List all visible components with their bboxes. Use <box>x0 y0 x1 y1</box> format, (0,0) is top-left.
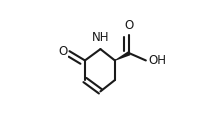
Text: OH: OH <box>148 54 166 67</box>
Text: O: O <box>125 18 134 32</box>
Text: O: O <box>58 45 67 58</box>
Polygon shape <box>115 51 130 61</box>
Text: NH: NH <box>92 31 109 44</box>
